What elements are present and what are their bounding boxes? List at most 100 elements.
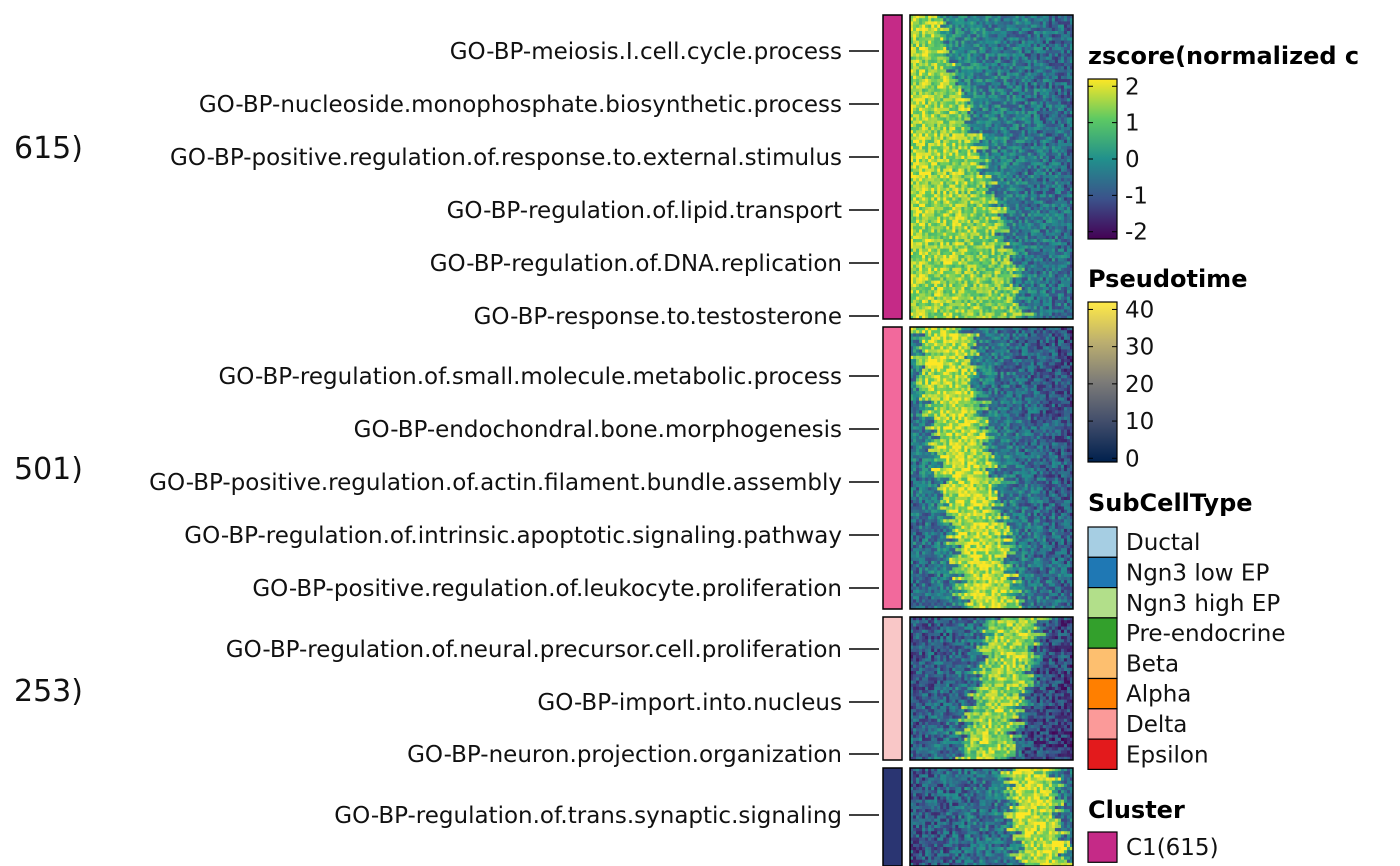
heatmap-cell [1060,63,1065,67]
heatmap-cell [1069,255,1074,259]
heatmap-cell [940,242,944,246]
heatmap-cell [943,165,947,169]
heatmap-cell [1015,37,1020,41]
heatmap-cell [997,264,1001,269]
heatmap-cell [1069,91,1074,96]
heatmap-cell [910,149,914,153]
heatmap-cell [1066,274,1071,278]
heatmap-cell [1036,159,1041,163]
heatmap-cell [988,15,992,19]
heatmap-cell [1024,203,1029,208]
heatmap-cell [934,219,938,224]
heatmap-cell [928,133,932,137]
heatmap-cell [1024,207,1029,211]
heatmap-cell [1024,287,1029,291]
heatmap-cell [925,85,929,89]
heatmap-cell [997,111,1001,115]
heatmap-cell [1060,56,1065,61]
heatmap-cell [1009,175,1014,179]
heatmap-cell [1066,171,1071,176]
heatmap-cell [982,245,986,249]
heatmap-cell [994,264,998,269]
heatmap-cell [1057,287,1062,291]
heatmap-cell [922,27,926,32]
heatmap-cell [1018,293,1023,297]
heatmap-cell [1024,143,1029,147]
heatmap-cell [940,59,944,64]
heatmap-cell [1003,82,1007,86]
heatmap-cell [997,95,1001,99]
heatmap-cell [916,165,920,169]
heatmap-cell [1039,251,1044,256]
heatmap-cell [910,88,914,93]
heatmap-cell [1057,219,1062,224]
heatmap-cell [1000,146,1004,150]
heatmap-cell [946,251,950,256]
heatmap-cell [982,91,986,96]
heatmap-cell [991,31,995,35]
heatmap-cell [979,309,983,313]
heatmap-cell [1036,15,1041,19]
heatmap-cell [1057,34,1062,38]
heatmap-cell [1024,216,1029,221]
heatmap-cell [1039,104,1044,109]
heatmap-cell [1066,213,1071,217]
heatmap-cell [1003,306,1007,310]
heatmap-cell [931,111,935,115]
heatmap-cell [940,309,944,313]
heatmap-cell [961,152,965,157]
heatmap-cell [910,40,914,45]
heatmap-cell [949,207,953,211]
heatmap-cell [1051,210,1056,214]
heatmap-cell [1045,168,1050,173]
heatmap-cell [928,72,932,77]
heatmap-cell [952,299,956,304]
heatmap-cell [1069,127,1074,131]
heatmap-cell [967,159,971,163]
heatmap-cell [1006,120,1011,125]
heatmap-cell [958,242,962,246]
heatmap-cell [928,194,932,198]
heatmap-cell [916,114,920,118]
heatmap-cell [970,66,974,70]
heatmap-cell [1021,261,1026,265]
heatmap-cell [1027,15,1032,19]
heatmap-cell [1060,146,1065,150]
heatmap-cell [973,31,977,35]
heatmap-cell [955,123,959,128]
heatmap-cell [997,24,1001,29]
heatmap-cell [973,127,977,131]
heatmap-cell [985,171,989,176]
heatmap-cell [997,283,1001,288]
heatmap-cell [943,223,947,227]
heatmap-cell [1054,143,1059,147]
heatmap-cell [928,290,932,294]
heatmap-cell [1012,213,1017,217]
heatmap-cell [937,165,941,169]
heatmap-cell [961,162,965,166]
heatmap-cell [1066,21,1071,25]
heatmap-cell [964,171,968,176]
heatmap-cell [1003,34,1007,38]
heatmap-cell [1054,95,1059,99]
heatmap-cell [979,187,983,192]
heatmap-cell [994,207,998,211]
heatmap-cell [1060,171,1065,176]
heatmap-cell [937,171,941,176]
heatmap-cell [1054,79,1059,83]
heatmap-cell [1009,152,1014,157]
heatmap-cell [1000,27,1004,32]
heatmap-cell [946,111,950,115]
heatmap-cell [1009,229,1014,233]
heatmap-cell [1000,264,1004,269]
heatmap-cell [1021,40,1026,45]
heatmap-cell [988,79,992,83]
heatmap-cell [931,248,935,253]
heatmap-cell [1027,123,1032,128]
heatmap-cell [1009,293,1014,297]
heatmap-cell [1012,242,1017,246]
heatmap-cell [1003,69,1007,73]
heatmap-cell [976,98,980,102]
heatmap-cell [997,69,1001,73]
heatmap-cell [1066,248,1071,253]
